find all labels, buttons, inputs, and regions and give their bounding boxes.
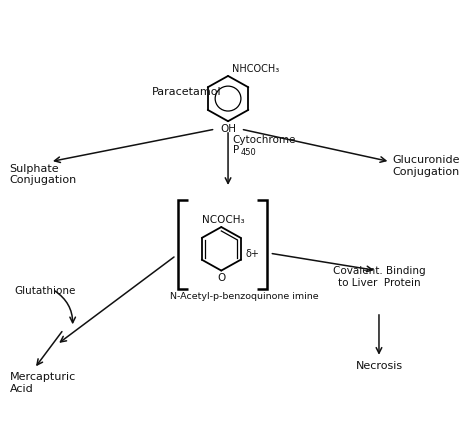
Text: δ+: δ+ xyxy=(246,249,259,259)
Text: Sulphate
Conjugation: Sulphate Conjugation xyxy=(9,164,77,186)
Text: Cytochrome: Cytochrome xyxy=(233,135,296,145)
Text: NHCOCH₃: NHCOCH₃ xyxy=(232,64,279,74)
Text: Covalent. Binding
to Liver  Protein: Covalent. Binding to Liver Protein xyxy=(333,266,425,288)
Text: Paracetamol: Paracetamol xyxy=(152,87,221,97)
Text: OH: OH xyxy=(220,124,236,134)
Text: Mercapturic
Acid: Mercapturic Acid xyxy=(9,372,76,394)
Text: Glutathione: Glutathione xyxy=(14,286,75,296)
Text: O: O xyxy=(217,273,226,283)
Text: 450: 450 xyxy=(241,148,256,157)
Text: P: P xyxy=(233,145,239,154)
Text: Glucuronide
Conjugation: Glucuronide Conjugation xyxy=(392,155,460,177)
Text: NCOCH₃: NCOCH₃ xyxy=(202,215,245,225)
Text: N-Acetyl-p-benzoquinone imine: N-Acetyl-p-benzoquinone imine xyxy=(170,292,318,301)
Text: Necrosis: Necrosis xyxy=(356,361,402,371)
